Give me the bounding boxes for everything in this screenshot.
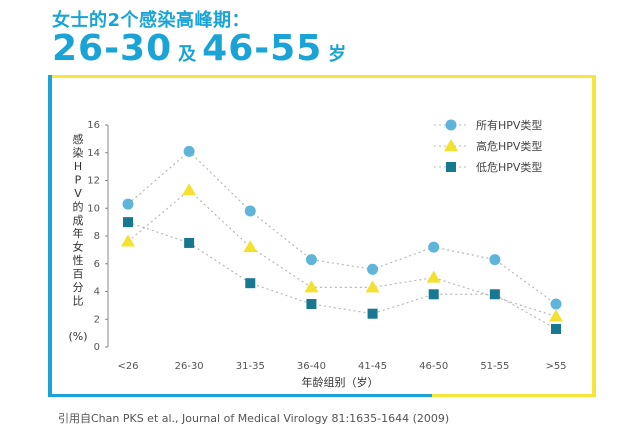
data-point — [549, 309, 563, 322]
y-tick-label: 0 — [94, 342, 100, 353]
x-tick-label: 31-35 — [236, 361, 265, 372]
data-point — [122, 198, 134, 210]
series-triangle — [121, 183, 563, 322]
x-tick-label: 41-45 — [358, 361, 387, 372]
x-tick-label: 46-50 — [419, 361, 448, 372]
chart-frame: 0 2 4 6 8 10 12 14 16 <26 26-30 31-35 36-40 41-45 46-5… — [48, 75, 596, 397]
frame-left-border — [48, 75, 52, 397]
y-tick-label: 10 — [87, 203, 100, 214]
y-label-char: 性 — [73, 253, 84, 267]
data-point — [367, 308, 378, 319]
data-point — [367, 263, 379, 275]
y-tick-label: 4 — [94, 287, 100, 298]
x-tick-label: <26 — [117, 361, 138, 372]
y-label-char: 比 — [73, 295, 84, 308]
data-point — [183, 145, 195, 157]
data-point — [243, 240, 258, 253]
data-point — [426, 270, 441, 283]
data-point — [489, 254, 501, 266]
data-point — [245, 278, 256, 289]
series-circle — [122, 145, 562, 310]
chart-series — [121, 145, 563, 334]
x-tick-label: 36-40 — [297, 361, 326, 372]
x-axis-label: 年龄组别（岁） — [302, 375, 379, 389]
peak-ages: 26-30 及 46-55 岁 — [52, 28, 352, 69]
series-square — [123, 217, 561, 334]
chart-axes: 0 2 4 6 8 10 12 14 16 <26 26-30 31-35 36-40 41-45 46-5… — [87, 120, 566, 372]
legend-marker — [444, 139, 458, 151]
frame-top-border — [48, 75, 596, 78]
data-point — [551, 323, 561, 334]
x-tick-label: 26-30 — [175, 361, 204, 372]
peak-connector: 及 — [178, 44, 197, 65]
y-label-char: 成 — [73, 214, 84, 227]
data-point — [428, 289, 439, 300]
data-point — [123, 217, 133, 228]
citation: 引用自Chan PKS et al., Journal of Medical V… — [58, 412, 450, 425]
peak-range-2: 46-55 — [202, 28, 323, 69]
y-label-char: H — [74, 160, 82, 173]
frame-bottom-accent — [48, 394, 432, 397]
y-label-char: 的 — [73, 199, 84, 213]
peak-range-1: 26-30 — [52, 28, 173, 69]
data-point — [304, 280, 319, 293]
y-tick-label: 8 — [94, 231, 100, 242]
data-point — [244, 205, 256, 217]
data-point — [489, 289, 500, 300]
data-point — [305, 254, 317, 266]
data-point — [182, 183, 197, 196]
y-label-unit: (%) — [68, 330, 87, 343]
y-tick-label: 16 — [87, 120, 100, 131]
y-label-char: V — [74, 187, 82, 200]
y-label-char: 年 — [73, 226, 84, 240]
headline: 女士的2个感染高峰期： — [52, 10, 251, 31]
y-label-char: 分 — [73, 281, 84, 294]
y-tick-label: 6 — [94, 259, 100, 270]
frame-right-border — [592, 75, 596, 397]
data-point — [550, 298, 562, 310]
y-label-char: P — [75, 173, 82, 186]
x-tick-label: >55 — [545, 361, 566, 372]
legend-marker — [446, 162, 456, 172]
y-tick-label: 14 — [87, 148, 100, 159]
y-tick-label: 2 — [94, 314, 100, 325]
data-point — [184, 237, 195, 248]
legend-label: 所有HPV类型 — [476, 118, 542, 132]
data-point — [365, 280, 380, 293]
legend-label: 高危HPV类型 — [476, 139, 542, 153]
data-point — [306, 298, 317, 309]
y-label-char: 染 — [73, 145, 84, 159]
legend-label: 低危HPV类型 — [476, 160, 542, 174]
data-point — [428, 241, 440, 253]
data-point — [121, 234, 135, 247]
series-line — [127, 150, 557, 305]
legend-marker — [445, 119, 457, 131]
peak-unit: 岁 — [328, 44, 347, 65]
series-line — [127, 221, 557, 330]
y-label-char: 女 — [73, 240, 84, 254]
y-label-char: 感 — [73, 133, 84, 146]
hpv-line-chart: 0 2 4 6 8 10 12 14 16 <26 26-30 31-35 36-40 41-45 46-5… — [68, 118, 566, 389]
y-tick-label: 12 — [87, 176, 100, 187]
y-label-char: 百 — [73, 268, 84, 281]
x-tick-label: 51-55 — [480, 361, 509, 372]
